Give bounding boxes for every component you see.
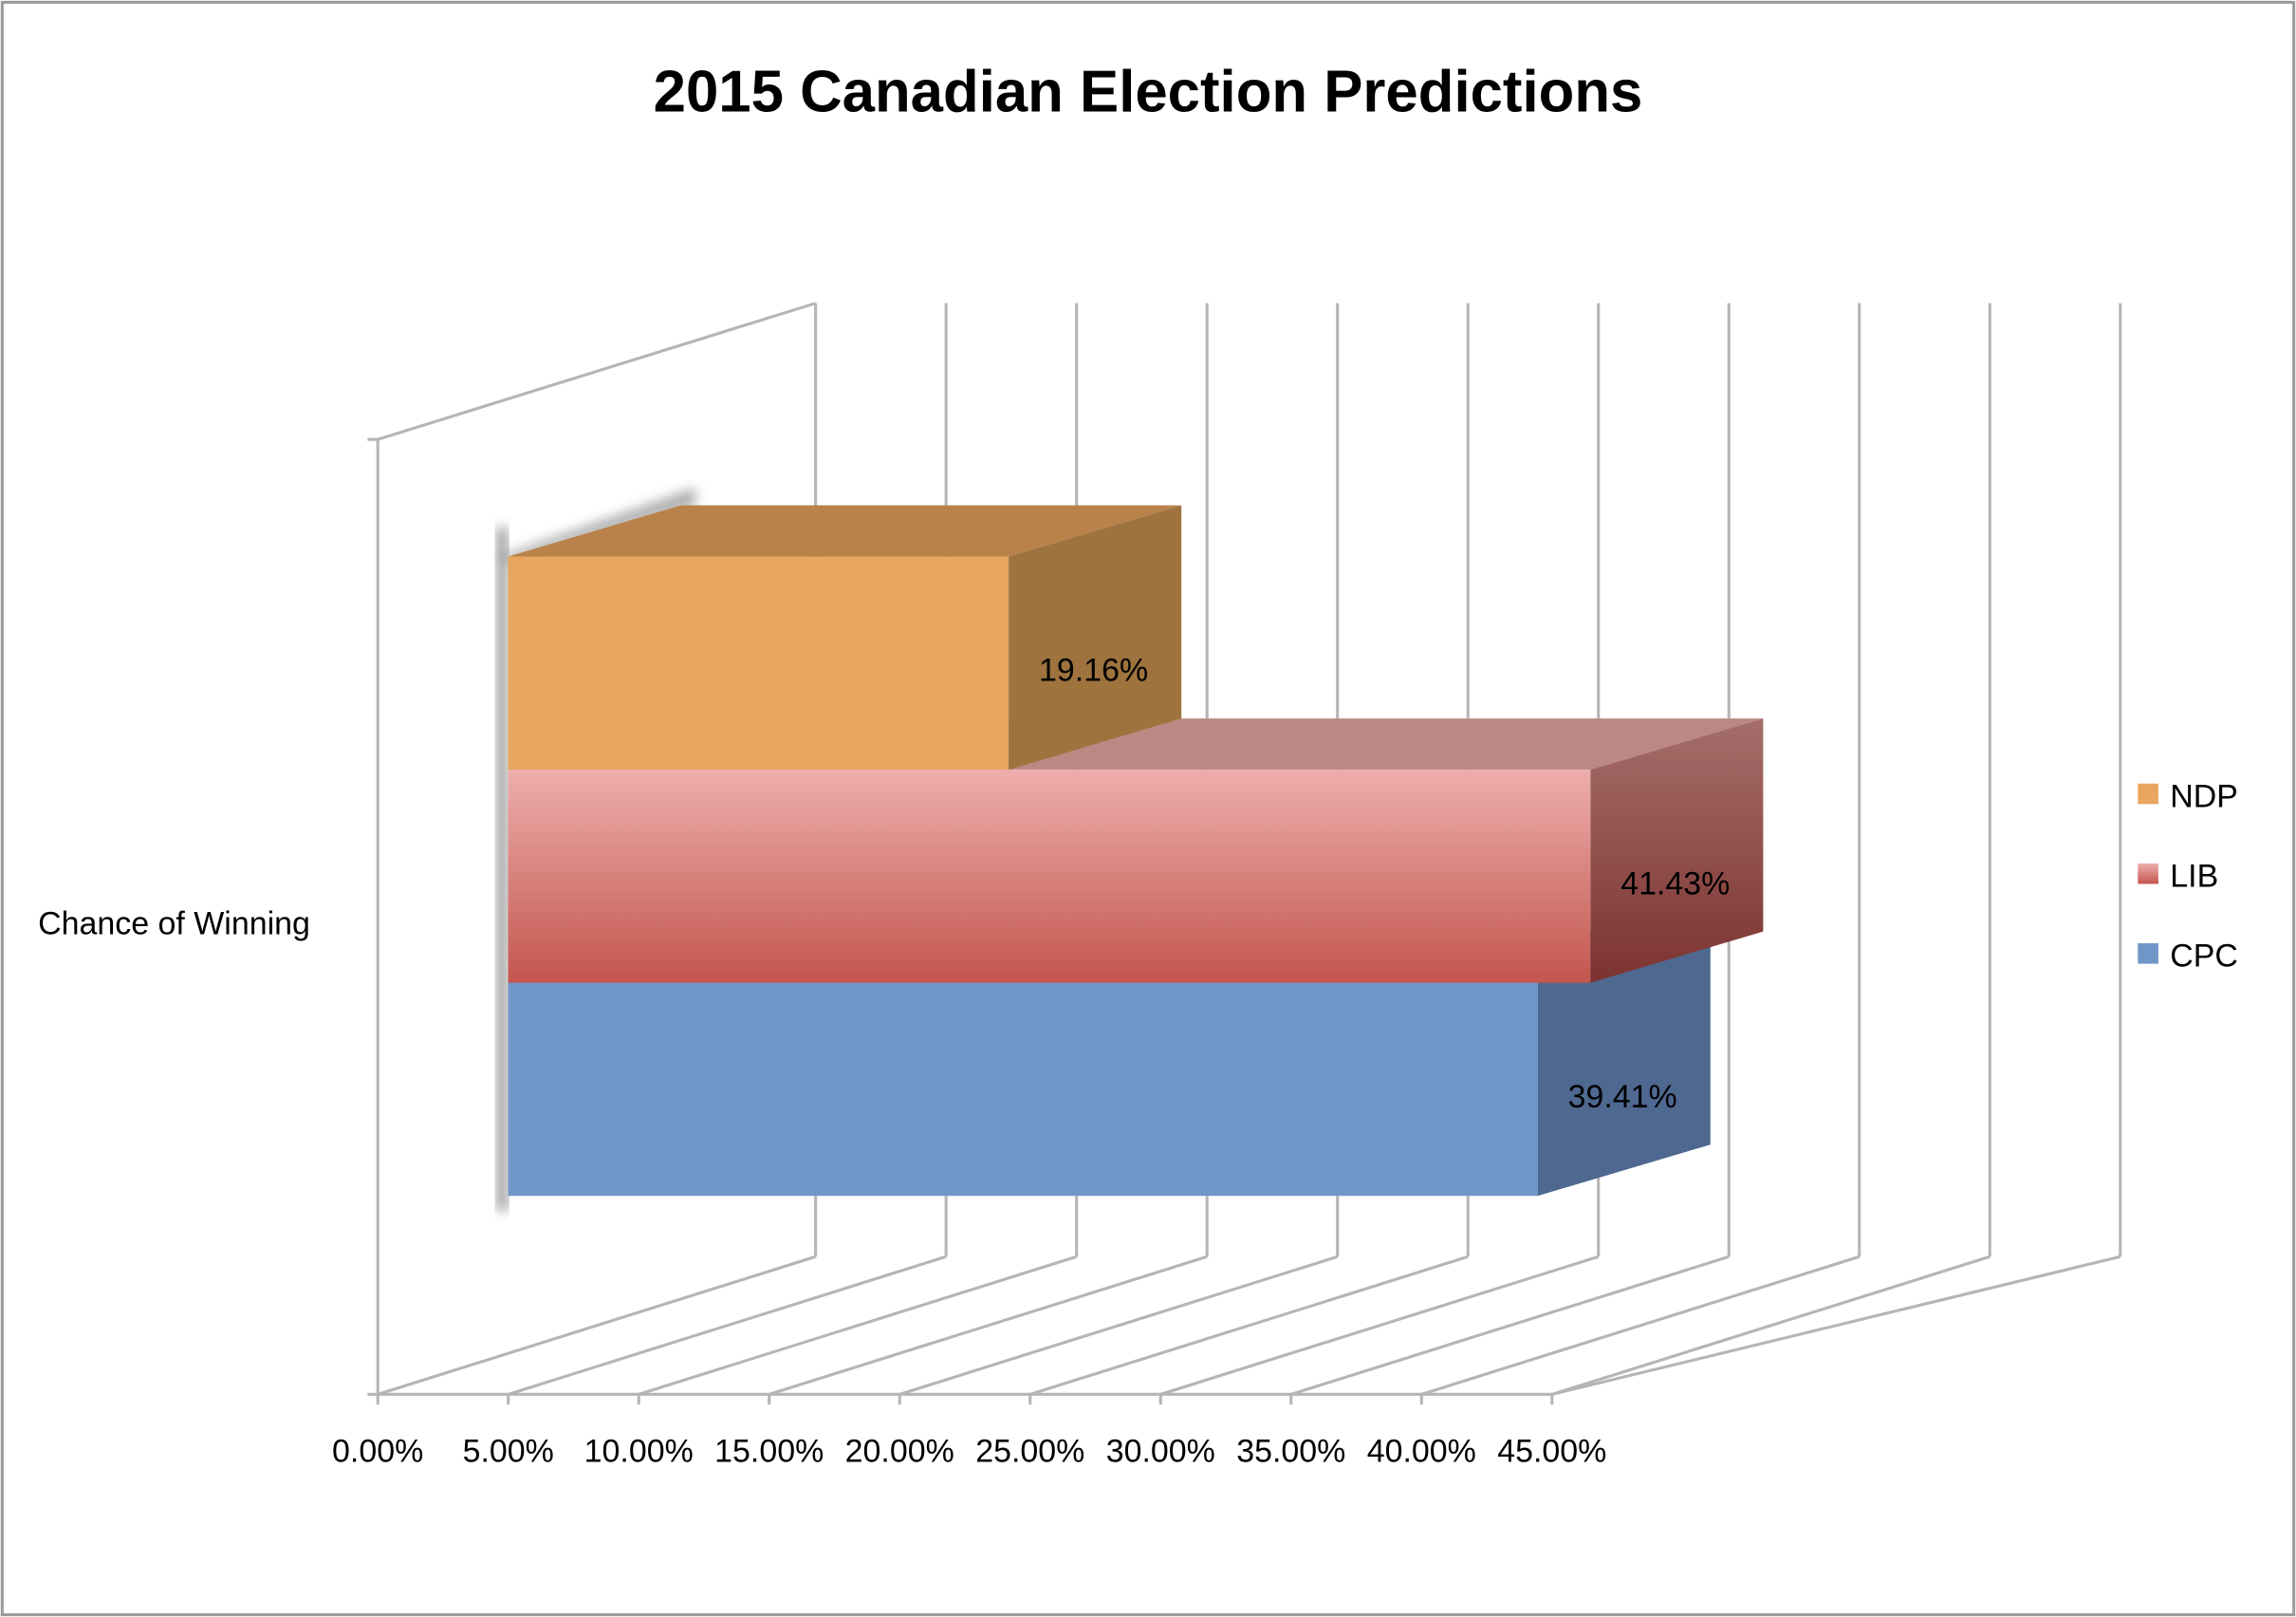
bar-cpc — [508, 982, 1538, 1197]
floor-gridline — [1029, 1255, 1469, 1396]
data-label-cpc: 39.41% — [1568, 1079, 1677, 1115]
floor-gridline — [508, 1255, 947, 1396]
floor-gridline — [638, 1255, 1078, 1396]
legend-swatch-lib — [2138, 863, 2158, 884]
legend-swatch-cpc — [2138, 942, 2158, 964]
labels: 39.41% 41.43% 19.16% — [1039, 653, 1730, 1115]
category-label: Chance of Winning — [38, 906, 310, 942]
bar-side-ndp — [1009, 505, 1182, 771]
floor-gridline — [377, 1255, 817, 1396]
data-label-ndp: 19.16% — [1039, 653, 1148, 689]
x-tick-label: 20.00% — [845, 1433, 954, 1469]
legend-label-cpc: CPC — [2170, 939, 2238, 975]
x-tick-label: 15.00% — [714, 1433, 824, 1469]
x-tick-label: 5.00% — [463, 1433, 554, 1469]
bar-ndp — [508, 556, 1009, 771]
legend-label-ndp: NDP — [2170, 778, 2238, 814]
floor-gridline — [1159, 1255, 1600, 1396]
bar-side-cpc — [1537, 931, 1711, 1197]
x-tick-label: 30.00% — [1106, 1433, 1215, 1469]
bars — [496, 488, 1764, 1211]
bar-side-lib — [1590, 718, 1764, 983]
floor-gridline — [768, 1255, 1208, 1396]
bar-shadow — [496, 527, 509, 1211]
chart-title: 2015 Canadian Election Predictions — [654, 59, 1643, 124]
floor-gridline — [1420, 1255, 1861, 1396]
legend: NDP LIB CPC — [2138, 778, 2238, 975]
x-tick-label: 25.00% — [975, 1433, 1084, 1469]
x-tick-label: 40.00% — [1367, 1433, 1476, 1469]
x-tick-label: 0.00% — [332, 1433, 423, 1469]
floor-gridline — [1551, 1255, 2121, 1396]
floor-gridline — [898, 1255, 1339, 1396]
left-wall-top-edge — [377, 302, 817, 441]
x-tick-label: 35.00% — [1236, 1433, 1345, 1469]
x-tick-label: 45.00% — [1497, 1433, 1606, 1469]
bar-top-ndp — [508, 505, 1182, 557]
floor-gridline — [1551, 1255, 1990, 1396]
bar-lib — [508, 770, 1591, 983]
x-tick-label: 10.00% — [584, 1433, 694, 1469]
data-label-lib: 41.43% — [1620, 865, 1730, 901]
floor-gridline — [1290, 1255, 1730, 1396]
legend-label-lib: LIB — [2170, 859, 2218, 895]
bar-shadow — [499, 488, 696, 563]
legend-swatch-ndp — [2138, 783, 2158, 805]
